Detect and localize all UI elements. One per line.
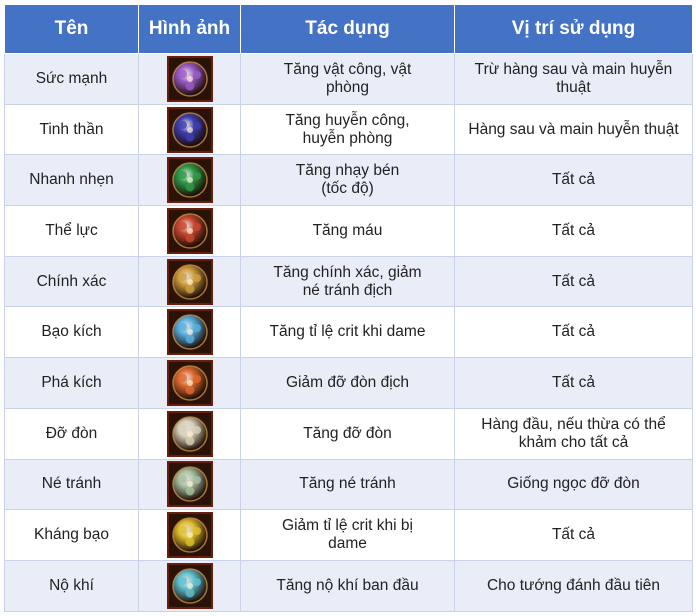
gem-position: Tất cả	[454, 154, 693, 207]
gem-image-cell	[138, 458, 241, 511]
gem-effect: Tăng máu	[240, 205, 455, 257]
cyan-gem-icon	[166, 562, 213, 609]
gem-effect: Tăng chính xác, giảm né tránh địch	[240, 255, 455, 308]
gold-gem-icon	[166, 258, 213, 305]
table-row: Kháng bạo Giảm tỉ lệ crit khi bị dame Tất …	[4, 509, 693, 561]
gem-name: Phá kích	[4, 357, 139, 409]
gem-image-cell	[138, 53, 241, 105]
gem-position: Hàng sau và main huyễn thuật	[454, 103, 693, 156]
gem-name: Né tránh	[4, 458, 139, 511]
gem-name: Đỡ đòn	[4, 407, 139, 460]
gem-image-cell	[138, 205, 241, 257]
table-row: Sức mạnh Tăng vật công, vật phòng Trừ hàng…	[4, 53, 693, 105]
header-name: Tên	[4, 4, 139, 54]
gem-position: Hàng đầu, nếu thừa có thể khảm cho tất c…	[454, 407, 693, 460]
header-effect: Tác dụng	[240, 4, 455, 54]
gem-name: Sức mạnh	[4, 53, 139, 105]
gem-position: Tất cả	[454, 357, 693, 409]
gem-name: Nộ khí	[4, 559, 139, 612]
table-row: Phá kích Giảm đỡ đòn địch Tất cả	[4, 357, 693, 409]
white-gem-icon	[166, 410, 213, 457]
blue-gem-icon	[166, 106, 213, 153]
gem-image-cell	[138, 407, 241, 460]
table-row: Bạo kích Tăng tỉ lệ crit khi dame Tất cả	[4, 306, 693, 359]
table-header-row: Tên Hình ảnh Tác dụng Vị trí sử dụng	[4, 4, 693, 54]
gem-image-cell	[138, 255, 241, 308]
green-gem-icon	[166, 157, 213, 204]
gem-image-cell	[138, 357, 241, 409]
gem-position: Giống ngọc đỡ đòn	[454, 458, 693, 511]
red-gem-icon	[166, 207, 213, 254]
gem-image-cell	[138, 103, 241, 156]
silver-gem-icon	[166, 461, 213, 508]
table-row: Nộ khí Tăng nộ khí ban đầu Cho tướng đánh …	[4, 559, 693, 612]
gem-effect: Giảm tỉ lệ crit khi bị dame	[240, 509, 455, 561]
table-row: Chính xác Tăng chính xác, giảm né tránh đ…	[4, 255, 693, 308]
gem-name: Thể lực	[4, 205, 139, 257]
gem-name: Nhanh nhẹn	[4, 154, 139, 207]
header-position: Vị trí sử dụng	[454, 4, 693, 54]
table-row: Né tránh Tăng né tránh Giống ngọc đỡ đòn	[4, 458, 693, 511]
gem-name: Tinh thần	[4, 103, 139, 156]
purple-gem-icon	[166, 55, 213, 102]
orange-gem-icon	[166, 359, 213, 406]
gem-image-cell	[138, 509, 241, 561]
yellow-gem-icon	[166, 512, 213, 559]
gem-position: Cho tướng đánh đầu tiên	[454, 559, 693, 612]
table-row: Tinh thần Tăng huyễn công, huyễn phòng Hàn…	[4, 103, 693, 156]
gem-position: Tất cả	[454, 306, 693, 359]
gem-image-cell	[138, 559, 241, 612]
gem-effect: Tăng né tránh	[240, 458, 455, 511]
gem-position: Tất cả	[454, 205, 693, 257]
gem-image-cell	[138, 154, 241, 207]
header-image: Hình ảnh	[138, 4, 241, 54]
gem-image-cell	[138, 306, 241, 359]
table-row: Đỡ đòn Tăng đỡ đòn Hàng đầu, nếu thừa có t…	[4, 407, 693, 460]
table-row: Nhanh nhẹn Tăng nhạy bén (tốc độ) Tất cả	[4, 154, 693, 207]
gem-position: Trừ hàng sau và main huyễn thuật	[454, 53, 693, 105]
gem-effect: Tăng tỉ lệ crit khi dame	[240, 306, 455, 359]
gem-effect: Tăng huyễn công, huyễn phòng	[240, 103, 455, 156]
gem-effect: Tăng vật công, vật phòng	[240, 53, 455, 105]
gem-name: Chính xác	[4, 255, 139, 308]
gem-position: Tất cả	[454, 255, 693, 308]
gem-position: Tất cả	[454, 509, 693, 561]
gem-table: Tên Hình ảnh Tác dụng Vị trí sử dụng Sức…	[4, 4, 693, 612]
gem-name: Kháng bạo	[4, 509, 139, 561]
gem-effect: Giảm đỡ đòn địch	[240, 357, 455, 409]
gem-effect: Tăng nộ khí ban đầu	[240, 559, 455, 612]
table-row: Thể lực Tăng máu Tất cả	[4, 205, 693, 257]
gem-name: Bạo kích	[4, 306, 139, 359]
ice-gem-icon	[166, 309, 213, 356]
gem-effect: Tăng nhạy bén (tốc độ)	[240, 154, 455, 207]
gem-effect: Tăng đỡ đòn	[240, 407, 455, 460]
